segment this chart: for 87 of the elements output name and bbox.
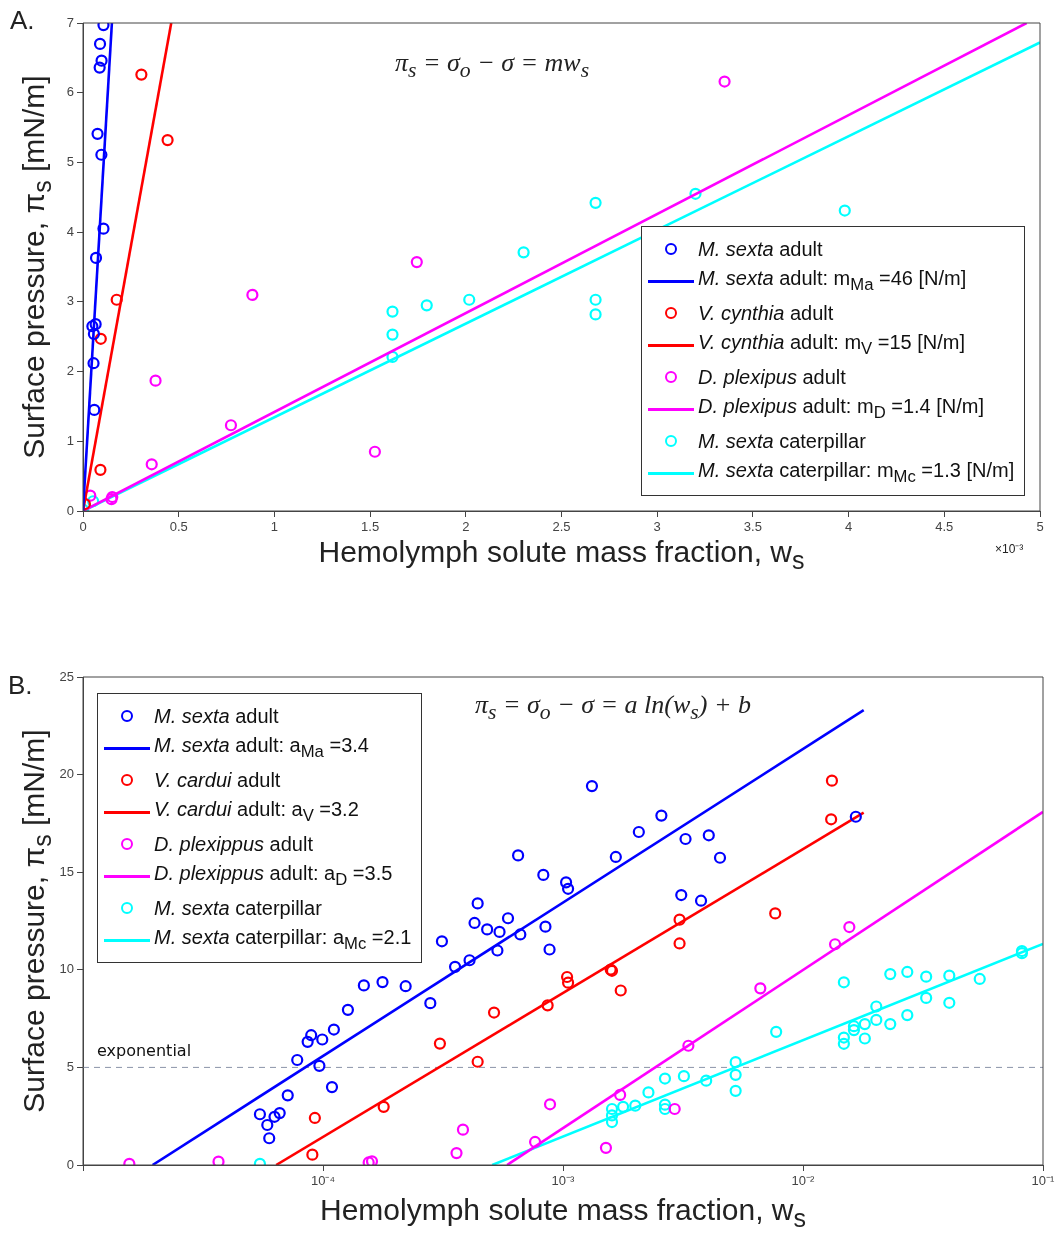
legend-label: M. sexta adult: a$_{Ma}$ =3.4 bbox=[154, 734, 369, 762]
point bbox=[95, 54, 108, 67]
point bbox=[88, 403, 101, 417]
point bbox=[420, 299, 433, 312]
y-tick-label: 5 bbox=[66, 1058, 74, 1074]
y-tick-label: 6 bbox=[66, 84, 74, 100]
legend-label: M. sexta caterpillar: a$_{Mc}$ =2.1 bbox=[154, 926, 412, 954]
x-axis-title: Hemolymph solute mass fraction, w$_{s}$ bbox=[318, 535, 805, 575]
ref-line-label: exponential bbox=[97, 1040, 192, 1060]
x-tick-label: 0 bbox=[79, 519, 87, 535]
annotation: π$_{s}$ = σ$_{o}$ − σ = mw$_{s}$ bbox=[395, 48, 590, 84]
x-tick-label: 10⁻³ bbox=[551, 1173, 576, 1189]
point bbox=[161, 134, 174, 147]
y-tick-label: 1 bbox=[66, 432, 74, 448]
legend-label: M. sexta caterpillar: m$_{Mc}$ =1.3 [N/m] bbox=[698, 459, 1015, 487]
y-tick-label: 15 bbox=[59, 863, 74, 879]
legend-label: D. plexipus adult: m$_{D}$ =1.4 [N/m] bbox=[698, 395, 985, 423]
point bbox=[149, 374, 162, 387]
x-tick-label: 3.5 bbox=[743, 519, 762, 535]
point bbox=[145, 458, 158, 471]
x-tick-label: 2 bbox=[462, 519, 470, 535]
legend-label: D. plexipus adult bbox=[698, 365, 846, 389]
y-tick-label: 5 bbox=[66, 154, 74, 170]
legend-label: M. sexta adult bbox=[154, 704, 279, 728]
y-tick-label: 4 bbox=[66, 223, 74, 239]
legend-label: M. sexta adult bbox=[698, 237, 823, 261]
point bbox=[386, 305, 399, 318]
point bbox=[89, 251, 103, 265]
x-tick-label: 10⁻¹ bbox=[1031, 1173, 1056, 1189]
point bbox=[91, 127, 104, 140]
legend-label: V. cardui adult bbox=[154, 768, 281, 792]
y-tick-label: 20 bbox=[59, 766, 74, 782]
point bbox=[94, 332, 107, 345]
y-tick-label: 2 bbox=[66, 363, 74, 379]
x-tick-label: 10⁻² bbox=[791, 1173, 816, 1189]
legend-label: V. cardui adult: a$_{V}$ =3.2 bbox=[154, 798, 359, 826]
point bbox=[589, 196, 602, 209]
point bbox=[689, 187, 702, 200]
point bbox=[94, 463, 107, 476]
x-tick-label: 2.5 bbox=[552, 519, 571, 535]
point bbox=[87, 327, 101, 341]
text: ×10⁻³ bbox=[995, 541, 1024, 557]
point bbox=[135, 68, 148, 81]
legend-label: D. plexippus adult: a$_{D}$ =3.5 bbox=[154, 862, 393, 890]
point bbox=[97, 222, 110, 235]
point bbox=[718, 75, 731, 88]
x-tick-label: 5 bbox=[1036, 519, 1044, 535]
legend-label: D. plexippus adult bbox=[154, 832, 313, 856]
point bbox=[589, 293, 602, 306]
legend-label: V. cynthia adult: m$_{V}$ =15 [N/m] bbox=[698, 331, 965, 359]
point bbox=[110, 293, 123, 306]
point bbox=[368, 445, 381, 458]
x-tick-label: 3 bbox=[653, 519, 661, 535]
point bbox=[87, 495, 100, 508]
point bbox=[838, 204, 851, 217]
x-tick-label: 10⁻⁴ bbox=[310, 1173, 336, 1189]
x-tick-label: 1.5 bbox=[361, 519, 380, 535]
legend-label: M. sexta caterpillar bbox=[698, 429, 866, 453]
y-tick-label: 10 bbox=[59, 961, 74, 977]
legend-label: V. cynthia adult bbox=[698, 301, 834, 325]
point bbox=[386, 350, 399, 364]
legend-label: M. sexta caterpillar bbox=[154, 896, 322, 920]
y-tick-label: 7 bbox=[66, 14, 74, 30]
legend-label: M. sexta adult: m$_{Ma}$ =46 [N/m] bbox=[698, 267, 967, 295]
x-tick-label: 4.5 bbox=[935, 519, 954, 535]
point bbox=[517, 246, 530, 259]
point bbox=[386, 328, 399, 341]
x-axis-title: Hemolymph solute mass fraction, w$_{s}$ bbox=[320, 1193, 806, 1233]
point bbox=[87, 357, 100, 370]
x-tick-label: 0.5 bbox=[169, 519, 188, 535]
point bbox=[589, 308, 602, 321]
point bbox=[246, 288, 259, 301]
text: B. bbox=[8, 670, 33, 701]
y-tick-label: 0 bbox=[66, 502, 74, 518]
point bbox=[224, 419, 238, 432]
point bbox=[93, 37, 107, 51]
y-tick-label: 3 bbox=[66, 293, 74, 309]
y-tick-label: 25 bbox=[59, 668, 74, 684]
point bbox=[95, 148, 108, 161]
point bbox=[93, 61, 106, 74]
y-tick-label: 0 bbox=[66, 1156, 74, 1172]
point bbox=[410, 256, 423, 269]
x-tick-label: 1 bbox=[270, 519, 279, 535]
text: A. bbox=[10, 5, 35, 36]
point bbox=[463, 293, 476, 306]
annotation: π$_{s}$ = σ$_{o}$ − σ = a ln(w$_{s}$) + b bbox=[475, 690, 751, 726]
x-tick-label: 4 bbox=[844, 519, 853, 535]
